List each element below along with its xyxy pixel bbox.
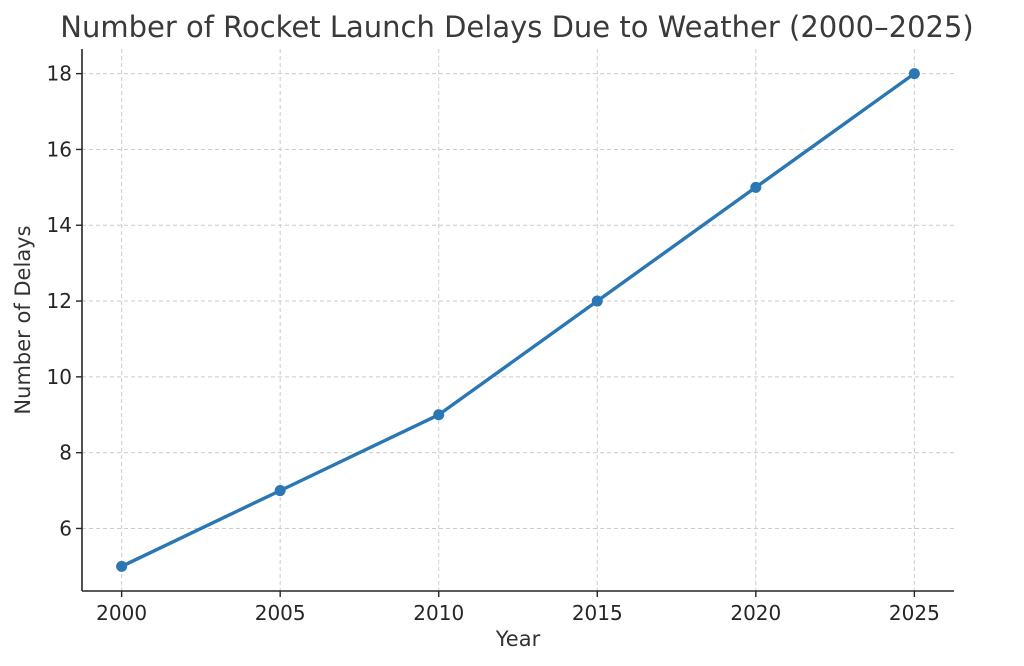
data-point [908,68,920,80]
y-tick-label: 12 [47,289,72,313]
y-tick-label: 18 [47,62,72,86]
x-tick-label: 2010 [413,601,464,625]
data-point [591,295,603,307]
gridlines [82,49,954,591]
y-tick-label: 8 [59,441,72,465]
x-axis-label: Year [495,627,541,651]
y-tick-label: 14 [47,213,72,237]
data-point [274,485,286,497]
y-tick-label: 6 [59,516,72,540]
data-point [116,560,128,572]
data-point [433,409,445,421]
series-line [119,71,917,569]
series-layer [116,68,920,572]
y-axis-label: Number of Delays [11,225,35,414]
x-tick-label: 2000 [96,601,147,625]
x-tick-label: 2015 [572,601,623,625]
y-tick-label: 10 [47,365,72,389]
x-tick-label: 2020 [730,601,781,625]
axes: 2000 2005 2010 2015 2020 2025 6 8 10 12 14 16 18 [47,49,954,625]
y-tick-label: 16 [47,137,72,161]
data-point [750,181,762,193]
x-tick-label: 2025 [889,601,940,625]
chart-title: Number of Rocket Launch Delays Due to We… [60,10,974,44]
x-tick-label: 2005 [255,601,306,625]
